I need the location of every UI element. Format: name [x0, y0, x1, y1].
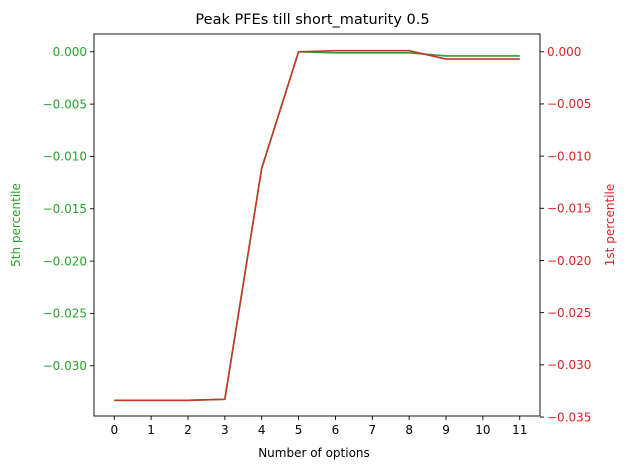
y-right-axis-label: 1st percentile: [603, 184, 617, 266]
y-left-tick-label: −0.025: [43, 307, 87, 321]
x-tick-label: 4: [258, 423, 266, 437]
y-left-tick-label: −0.005: [43, 97, 87, 111]
y-left-tick-label: −0.015: [43, 202, 87, 216]
y-right-tick-label: −0.035: [547, 410, 591, 424]
x-tick-label: 0: [110, 423, 118, 437]
x-tick-label: 11: [512, 423, 527, 437]
series-line-right: [114, 49, 520, 402]
y-left-tick-label: −0.020: [43, 254, 87, 268]
x-tick-label: 6: [332, 423, 340, 437]
y-right-tick-label: 0.000: [547, 45, 581, 59]
chart-title: Peak PFEs till short_maturity 0.5: [195, 12, 429, 28]
y-left-tick-label: −0.010: [43, 150, 87, 164]
y-left-axis-label: 5th percentile: [9, 183, 23, 267]
y-right-tick-label: −0.025: [547, 306, 591, 320]
x-tick-label: 3: [221, 423, 229, 437]
x-tick-label: 2: [184, 423, 192, 437]
plot-frame: [93, 33, 541, 417]
x-tick-label: 1: [147, 423, 155, 437]
x-tick-label: 5: [295, 423, 303, 437]
y-left-tick-label: 0.000: [53, 45, 87, 59]
x-tick-label: 9: [442, 423, 450, 437]
x-tick-label: 7: [368, 423, 376, 437]
y-right-tick-label: −0.015: [547, 202, 591, 216]
y-right-tick-label: −0.020: [547, 254, 591, 268]
y-right-tick-label: −0.010: [547, 149, 591, 163]
plot-area: 0 1 2 3 4 5 6 7 8 9 10 11 0.000 −0.005 −0.010 −0.015 −0.…: [43, 33, 591, 437]
x-axis-label: Number of options: [258, 446, 370, 460]
y-right-tick-label: −0.030: [547, 358, 591, 372]
y-right-tick-label: −0.005: [547, 97, 591, 111]
y-left-tick-label: −0.030: [43, 359, 87, 373]
x-tick-label: 8: [405, 423, 413, 437]
x-tick-label: 10: [475, 423, 490, 437]
